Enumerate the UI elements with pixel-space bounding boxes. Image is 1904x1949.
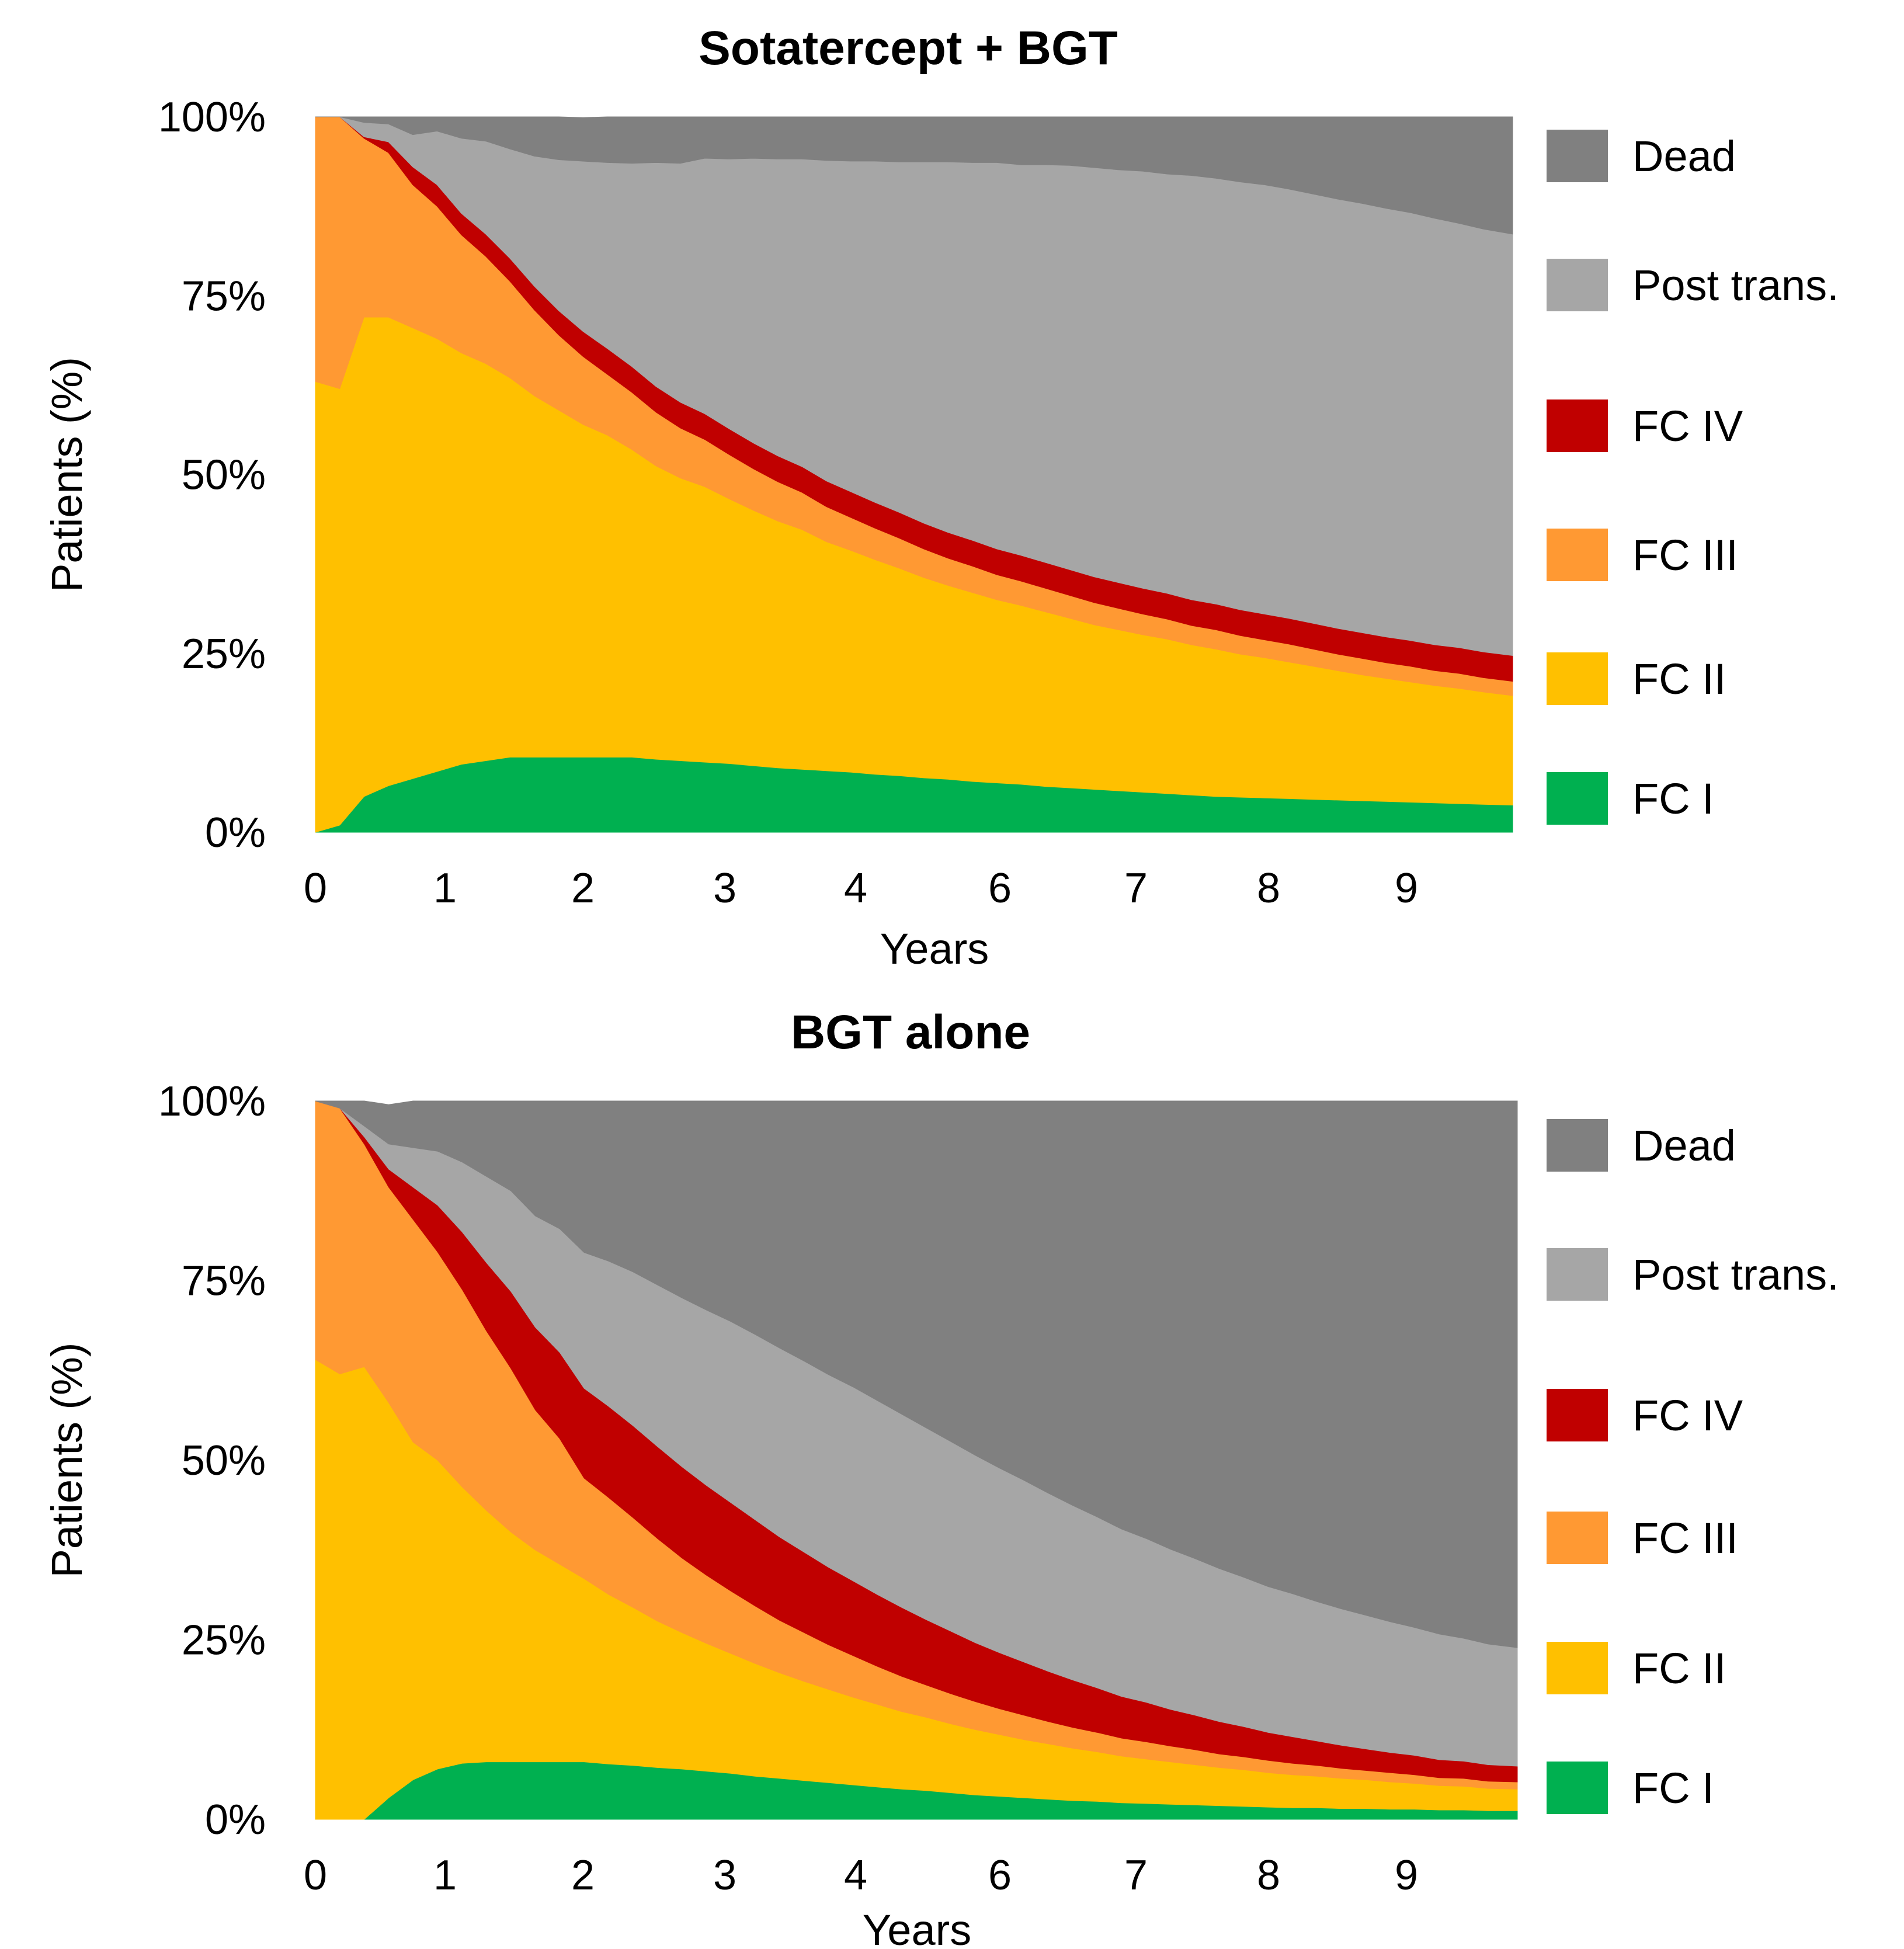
x-tick-label: 9	[1395, 865, 1418, 912]
legend-label-fc-ii: FC II	[1632, 655, 1726, 703]
y-tick-label: 0%	[205, 810, 266, 856]
x-tick-label: 0	[304, 1852, 327, 1899]
legend: Dead Post trans. FC IV FC III FC II FC I	[1547, 1119, 1839, 1814]
legend-swatch-fc-ii	[1547, 652, 1608, 705]
legend-swatch-fc-iv	[1547, 399, 1608, 452]
y-tick-label: 0%	[205, 1797, 266, 1843]
y-tick-label: 75%	[182, 1258, 266, 1305]
x-tick-label: 7	[1124, 1852, 1148, 1899]
legend-label-post-trans: Post trans.	[1632, 1250, 1839, 1299]
legend-swatch-dead	[1547, 130, 1608, 182]
legend-label-dead: Dead	[1632, 132, 1736, 180]
legend-swatch-fc-i	[1547, 772, 1608, 825]
y-axis-label: Patients (%)	[43, 357, 91, 592]
chart-panel-1: Sotatercept + BGT 0% 25% 50% 75% 100% 0 1 2 3 4 6 7 8…	[43, 22, 1839, 973]
chart-title: Sotatercept + BGT	[699, 22, 1118, 75]
x-tick-label: 2	[571, 865, 595, 912]
x-tick-label: 9	[1395, 1852, 1418, 1899]
x-axis-label: Years	[880, 925, 989, 973]
area-series-group	[315, 1100, 1518, 1820]
x-tick-label: 8	[1257, 865, 1280, 912]
y-tick-label: 100%	[158, 94, 266, 141]
y-tick-label: 25%	[182, 1617, 266, 1664]
x-tick-label: 4	[844, 865, 867, 912]
chart-title: BGT alone	[791, 1006, 1030, 1059]
area-series-group	[315, 116, 1513, 833]
x-tick-label: 3	[713, 1852, 736, 1899]
legend-swatch-dead	[1547, 1119, 1608, 1172]
x-tick-label: 1	[433, 1852, 457, 1899]
y-tick-label: 50%	[182, 1437, 266, 1484]
legend-swatch-fc-ii	[1547, 1642, 1608, 1694]
area-dead	[315, 1100, 1518, 1648]
x-axis-label: Years	[863, 1906, 972, 1949]
legend-label-fc-iv: FC IV	[1632, 1391, 1743, 1440]
legend-label-post-trans: Post trans.	[1632, 261, 1839, 310]
legend-swatch-fc-iii	[1547, 529, 1608, 581]
x-tick-label: 7	[1124, 865, 1148, 912]
legend-swatch-post-trans	[1547, 259, 1608, 311]
legend-swatch-fc-iii	[1547, 1512, 1608, 1564]
y-tick-label: 25%	[182, 631, 266, 678]
x-tick-label: 4	[844, 1852, 867, 1899]
legend-swatch-fc-iv	[1547, 1389, 1608, 1441]
legend: Dead Post trans. FC IV FC III FC II FC I	[1547, 130, 1839, 825]
x-tick-label: 2	[571, 1852, 595, 1899]
x-tick-label: 0	[304, 865, 327, 912]
x-tick-label: 8	[1257, 1852, 1280, 1899]
y-tick-label: 75%	[182, 273, 266, 319]
y-tick-label: 100%	[158, 1078, 266, 1125]
x-tick-label: 3	[713, 865, 736, 912]
legend-label-dead: Dead	[1632, 1121, 1736, 1170]
chart-panel-2: BGT alone 0% 25% 50% 75% 100% 0 1 2 3 4 6 7 8 9 Years Pa…	[43, 1006, 1839, 1949]
area-dead	[315, 116, 1513, 235]
legend-label-fc-ii: FC II	[1632, 1644, 1726, 1693]
x-tick-label: 6	[988, 1852, 1012, 1899]
legend-label-fc-iv: FC IV	[1632, 402, 1743, 450]
legend-label-fc-iii: FC III	[1632, 531, 1738, 579]
legend-swatch-post-trans	[1547, 1248, 1608, 1301]
y-tick-label: 50%	[182, 452, 266, 499]
legend-label-fc-iii: FC III	[1632, 1514, 1738, 1562]
legend-label-fc-i: FC I	[1632, 774, 1714, 823]
y-axis-label: Patients (%)	[43, 1342, 91, 1578]
x-tick-label: 1	[433, 865, 457, 912]
x-tick-label: 6	[988, 865, 1012, 912]
legend-swatch-fc-i	[1547, 1762, 1608, 1814]
legend-label-fc-i: FC I	[1632, 1764, 1714, 1812]
